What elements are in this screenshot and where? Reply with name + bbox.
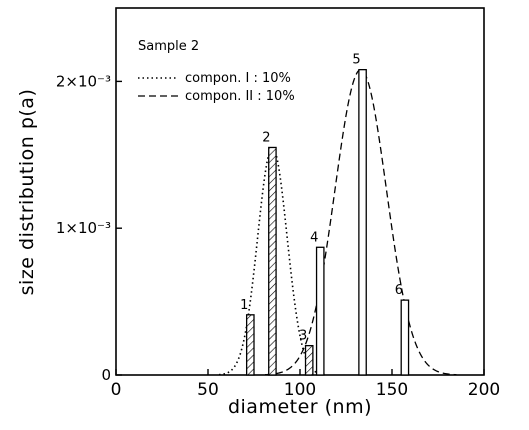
bar-label-2: 2 — [262, 130, 270, 145]
bar-6 — [400, 299, 410, 376]
bar-3 — [304, 344, 314, 376]
sample-label: Sample 2 — [138, 39, 199, 54]
bar-label-1: 1 — [240, 298, 248, 313]
legend-label-compon-ii: compon. II : 10% — [185, 89, 295, 104]
bar-5 — [358, 69, 367, 376]
bar-3-hatch — [305, 345, 313, 375]
bar-label-5: 5 — [352, 53, 360, 68]
bar-label-6: 6 — [395, 283, 403, 298]
y-tick-label: 1×10⁻³ — [56, 219, 111, 237]
bar-4 — [315, 246, 325, 376]
y-axis-label: size distribution p(a) — [16, 89, 38, 296]
x-tick-label: 100 — [284, 380, 316, 400]
y-tick-label: 2×10⁻³ — [56, 72, 111, 90]
bar-1-hatch — [246, 314, 254, 375]
bar-2 — [268, 146, 277, 376]
bar-label-4: 4 — [310, 230, 318, 245]
bar-label-3: 3 — [299, 329, 307, 344]
legend-label-compon-i: compon. I : 10% — [185, 71, 291, 86]
plot-frame — [115, 7, 485, 376]
axis-ticks: 0 50 100 150 200 0 1×10⁻³ 2×10⁻³ — [56, 72, 500, 400]
bar-4-background — [316, 247, 324, 375]
x-tick-label: 50 — [197, 380, 219, 400]
x-tick-label: 150 — [376, 380, 408, 400]
y-tick-label: 0 — [101, 366, 111, 384]
component-i-curve — [218, 146, 326, 376]
legend: compon. I : 10% compon. II : 10% — [138, 71, 295, 104]
bar-2-hatch — [268, 147, 277, 375]
x-tick-label: 200 — [468, 380, 500, 400]
bar-5-background — [358, 69, 367, 375]
bar-1 — [245, 314, 255, 376]
histogram-bars: 1 2 3 4 5 6 — [240, 53, 410, 376]
x-axis-label: diameter (nm) — [228, 396, 372, 418]
x-tick-label: 0 — [111, 380, 122, 400]
bar-6-background — [401, 300, 409, 375]
